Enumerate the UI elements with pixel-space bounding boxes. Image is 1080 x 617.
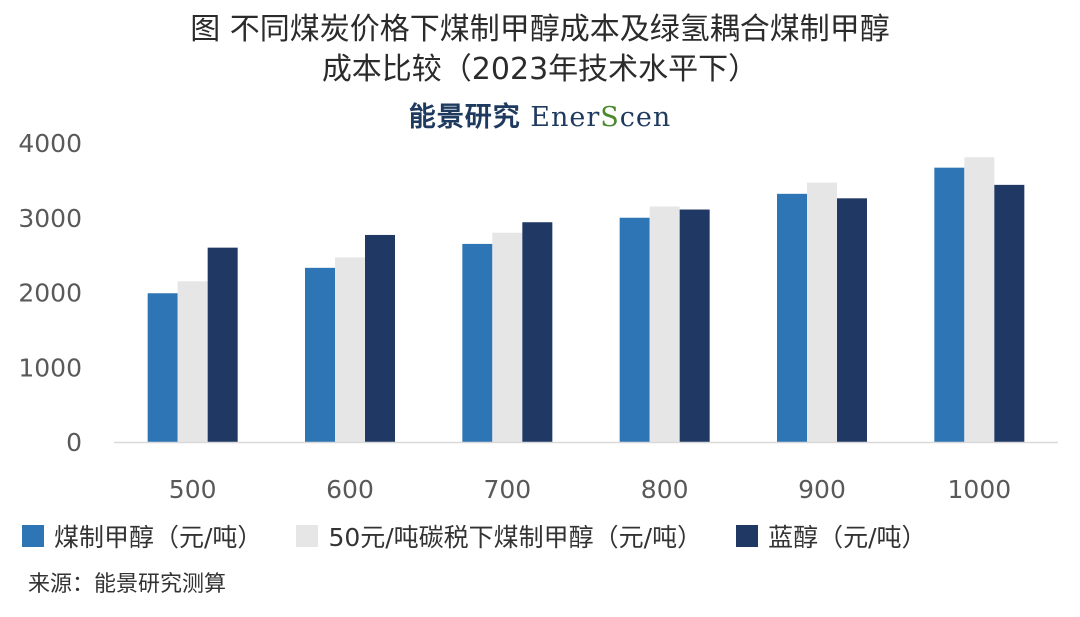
legend-item-3: 蓝醇（元/吨） <box>736 518 927 554</box>
brand-logo-en-s: S <box>600 102 620 133</box>
legend-swatch <box>296 525 319 547</box>
bar-1 <box>934 167 965 443</box>
y-tick-label: 1000 <box>18 353 82 382</box>
y-tick-label: 2000 <box>18 279 82 308</box>
x-tick-label: 1000 <box>948 475 1012 504</box>
bar-3 <box>207 247 238 442</box>
y-tick-label: 3000 <box>18 204 82 233</box>
legend-item-2: 50元/吨碳税下煤制甲醇（元/吨） <box>296 518 702 554</box>
legend-item-1: 煤制甲醇（元/吨） <box>22 518 262 554</box>
bar-1 <box>777 193 807 442</box>
bar-3 <box>365 234 395 442</box>
bar-1 <box>462 243 493 442</box>
chart-legend: 煤制甲醇（元/吨） 50元/吨碳税下煤制甲醇（元/吨） 蓝醇（元/吨） <box>22 516 927 556</box>
bar-2 <box>649 206 680 442</box>
bar-3 <box>837 198 867 442</box>
chart-title-line-1: 图 不同煤炭价格下煤制甲醇成本及绿氢耦合煤制甲醇 <box>190 12 890 47</box>
bar-2 <box>807 182 837 442</box>
x-tick-label: 800 <box>641 475 689 504</box>
bar-1 <box>147 293 178 442</box>
x-tick-label: 900 <box>798 475 846 504</box>
brand-logo-en-suffix: cen <box>619 102 672 133</box>
brand-logo-en-prefix: Ener <box>530 102 601 133</box>
bar-2 <box>335 257 365 442</box>
bar-3 <box>994 184 1025 443</box>
bar-2 <box>177 281 208 442</box>
bar-3 <box>679 209 710 442</box>
brand-logo-cn: 能景研究 <box>408 102 521 133</box>
legend-swatch <box>22 525 44 547</box>
legend-swatch <box>736 525 759 547</box>
brand-logo-en: EnerScen <box>530 102 671 133</box>
bar-1 <box>619 217 650 442</box>
bar-3 <box>522 222 553 442</box>
legend-label: 50元/吨碳税下煤制甲醇（元/吨） <box>328 523 703 552</box>
bar-2 <box>964 157 995 442</box>
legend-label: 煤制甲醇（元/吨） <box>54 523 263 552</box>
chart-title: 图 不同煤炭价格下煤制甲醇成本及绿氢耦合煤制甲醇 成本比较（2023年技术水平下… <box>0 10 1080 90</box>
y-tick-label: 4000 <box>18 129 82 158</box>
x-tick-label: 500 <box>169 475 217 504</box>
legend-label: 蓝醇（元/吨） <box>768 523 927 552</box>
chart-title-line-2: 成本比较（2023年技术水平下） <box>321 52 759 87</box>
x-tick-label: 700 <box>483 475 531 504</box>
bar-1 <box>305 267 335 442</box>
x-tick-label: 600 <box>326 475 374 504</box>
y-tick-label: 0 <box>66 428 82 457</box>
brand-logo: 能景研究 EnerScen <box>0 100 1080 136</box>
source-note: 来源：能景研究测算 <box>28 572 227 597</box>
bar-2 <box>492 232 523 442</box>
